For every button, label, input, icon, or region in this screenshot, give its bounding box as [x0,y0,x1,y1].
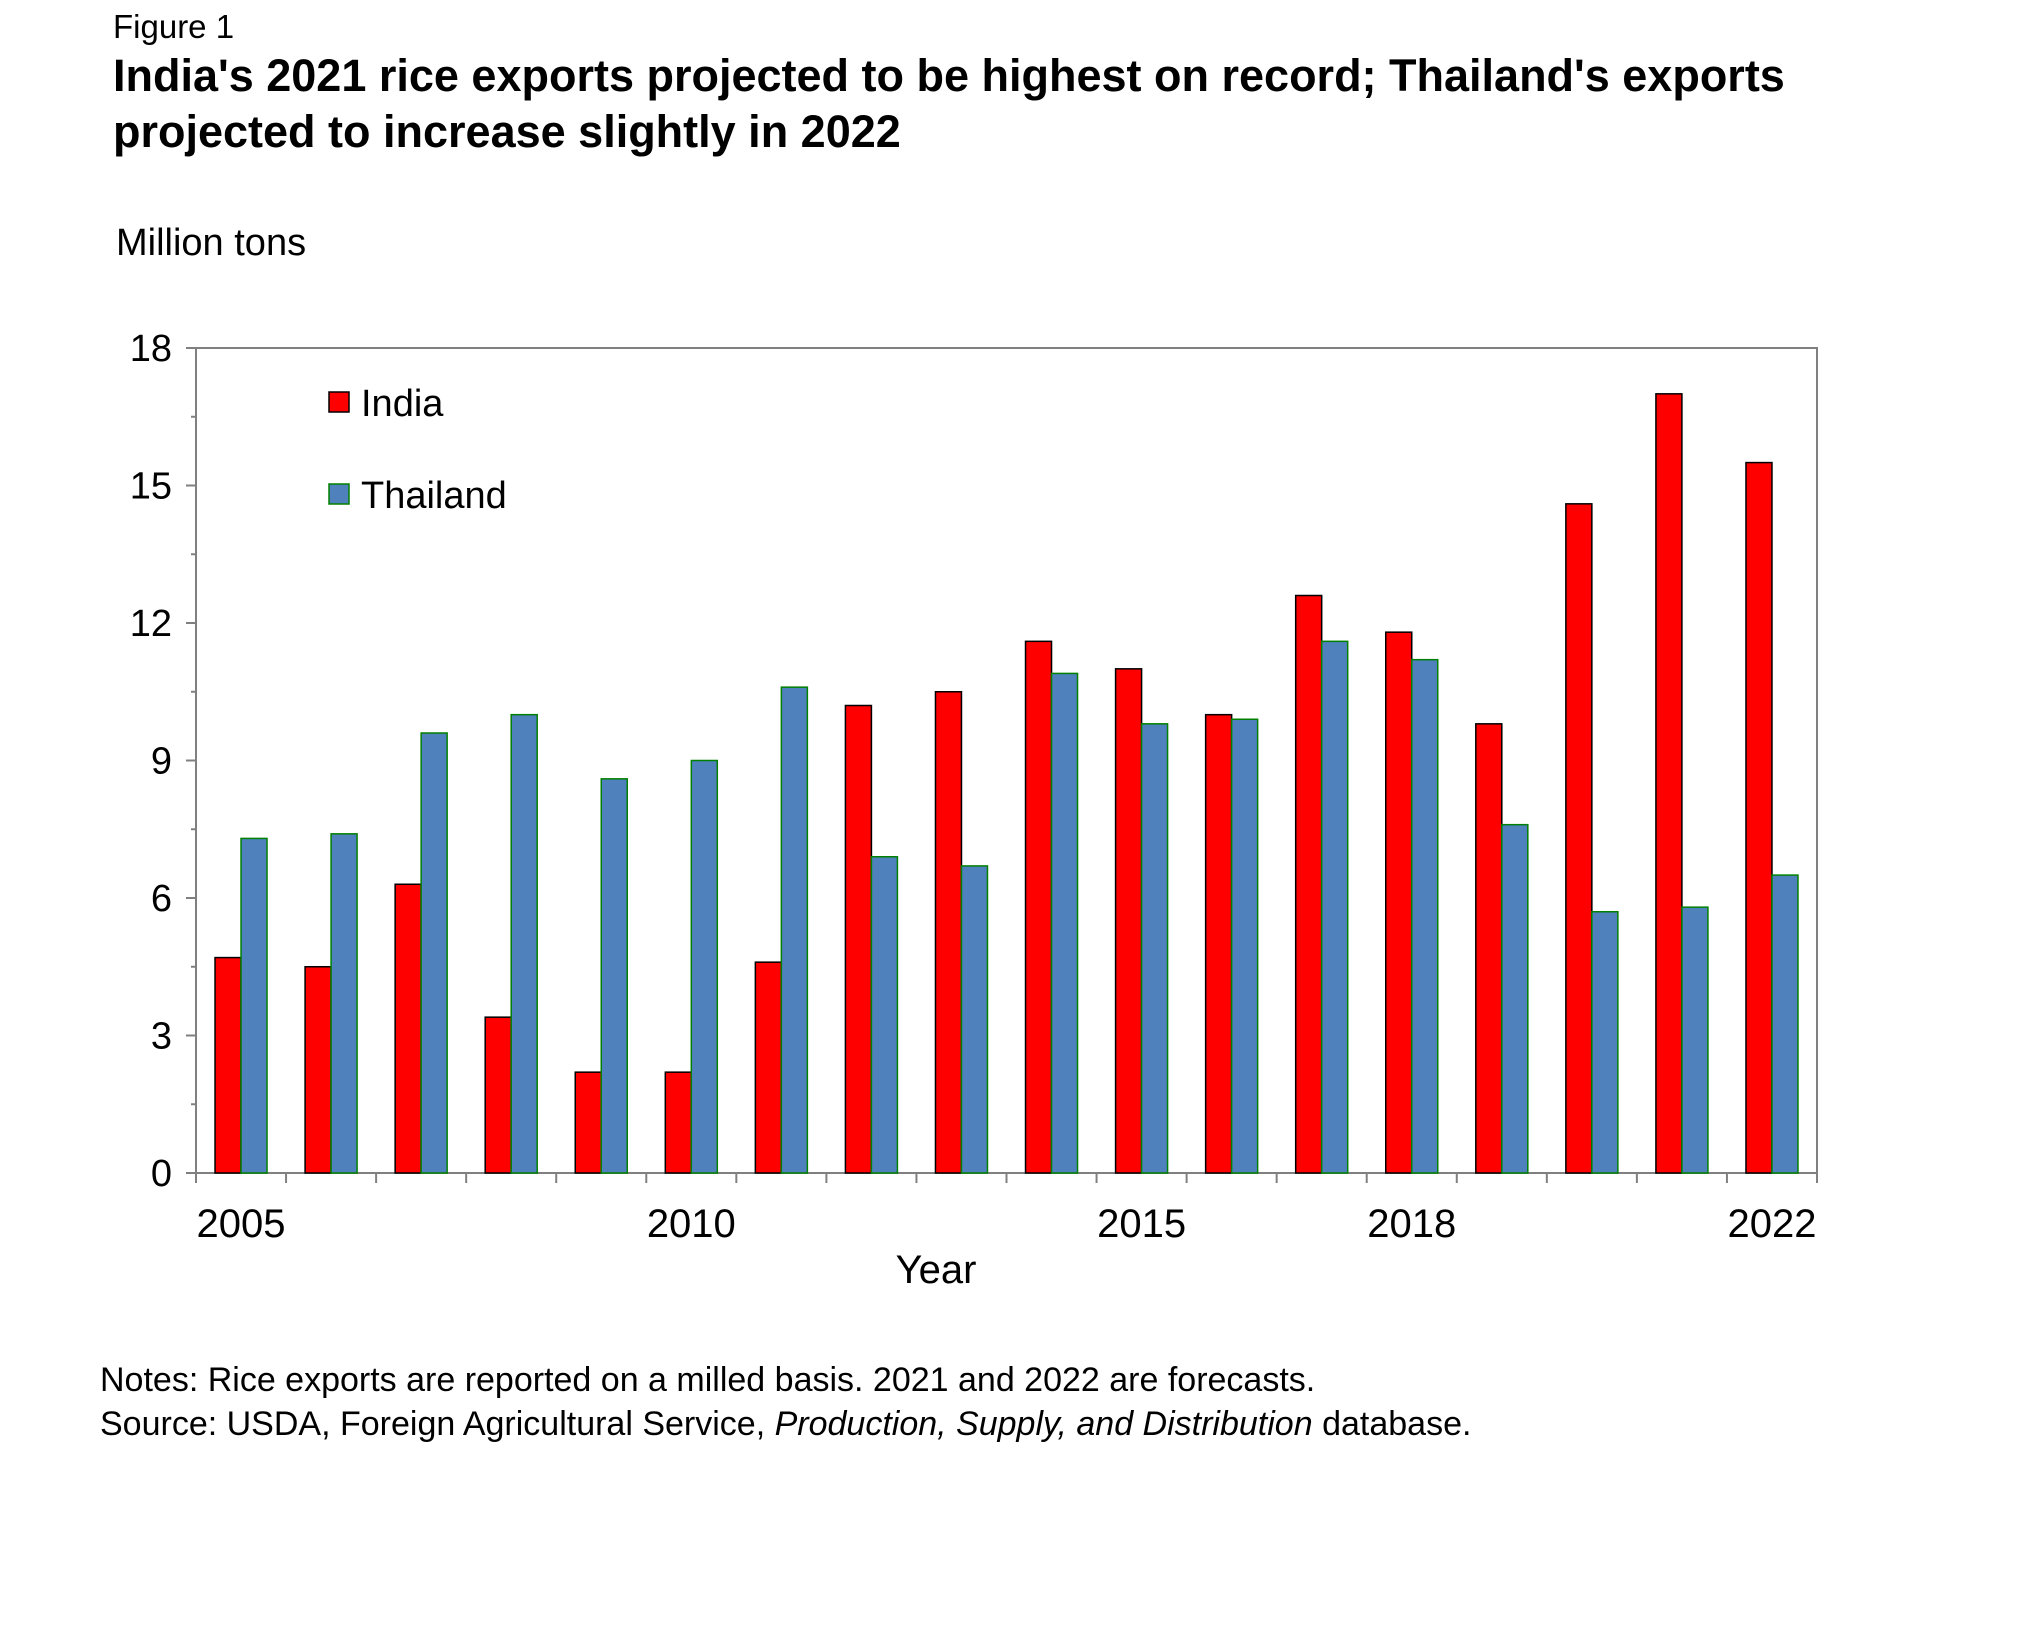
y-tick-label: 18 [130,328,172,370]
bar-india-2008 [484,1016,512,1174]
bar-india-2011 [754,961,783,1174]
bar-thailand-2007 [420,732,448,1174]
x-tick-label: 2015 [1097,1202,1186,1246]
axes-group: 0 3 6 9 12 15 18 2005 2010 2015 2018 2022 [130,328,1818,1246]
x-tick-label: 2010 [647,1202,736,1246]
bar-thailand-2013 [960,865,989,1174]
bar-india-2006 [304,966,332,1174]
legend: India Thailand [328,383,507,517]
source-suffix: database. [1312,1405,1472,1443]
y-axis-unit-label: Million tons [116,222,307,264]
y-tick-label: 0 [151,1153,172,1195]
bar-india-2021 [1655,393,1683,1174]
legend-label-thailand: Thailand [361,475,507,517]
source-prefix: Source: USDA, Foreign Agricultural Servi… [100,1405,775,1443]
source-database-name: Production, Supply, and Distribution [774,1405,1313,1443]
figure-label: Figure 1 [113,8,235,45]
bar-india-2005 [214,956,242,1174]
bar-thailand-2016 [1230,718,1259,1174]
bar-thailand-2009 [600,778,628,1174]
bar-thailand-2021 [1681,906,1709,1174]
notes-line: Notes: Rice exports are reported on a mi… [100,1361,1316,1399]
x-axis-title: Year [896,1248,977,1292]
source-line: Source: USDA, Foreign Agricultural Servi… [100,1402,1471,1446]
bar-india-2020 [1565,503,1593,1174]
y-tick-label: 3 [151,1016,172,1058]
notes-block: Notes: Rice exports are reported on a mi… [100,1358,1471,1446]
bars-group [214,393,1799,1174]
bar-thailand-2015 [1140,723,1169,1174]
bar-thailand-2006 [330,833,358,1174]
y-tick-label: 12 [130,603,172,645]
bar-thailand-2018 [1411,658,1439,1174]
bar-thailand-2022 [1771,874,1799,1174]
bar-india-2013 [934,691,963,1174]
bar-india-2022 [1745,461,1773,1174]
bar-thailand-2012 [870,856,899,1174]
bar-thailand-2017 [1320,640,1349,1174]
bar-india-2019 [1475,723,1503,1174]
bar-india-2018 [1385,631,1413,1174]
bar-thailand-2010 [690,759,719,1174]
y-tick-label: 9 [151,741,172,783]
bar-india-2012 [844,704,873,1174]
legend-label-india: India [361,383,444,425]
bar-thailand-2005 [240,837,268,1174]
bar-thailand-2011 [780,686,809,1174]
x-tick-label: 2018 [1367,1202,1456,1246]
bar-india-2010 [664,1071,693,1174]
x-tick-label: 2005 [197,1202,286,1246]
chart-title: India's 2021 rice exports projected to b… [113,50,1785,157]
y-tick-label: 15 [130,466,172,508]
bar-india-2007 [394,883,422,1174]
bar-thailand-2019 [1501,823,1529,1174]
bar-thailand-2020 [1591,911,1619,1174]
legend-swatch-india [328,391,350,413]
legend-swatch-thailand [328,483,350,505]
y-tick-label: 6 [151,878,172,920]
bar-india-2015 [1114,668,1143,1174]
bar-india-2009 [574,1071,602,1174]
bar-thailand-2008 [510,713,538,1174]
x-tick-label: 2022 [1727,1202,1816,1246]
bar-india-2016 [1204,713,1233,1174]
bar-india-2014 [1024,640,1053,1174]
bar-india-2017 [1294,594,1323,1174]
bar-thailand-2014 [1050,672,1079,1174]
